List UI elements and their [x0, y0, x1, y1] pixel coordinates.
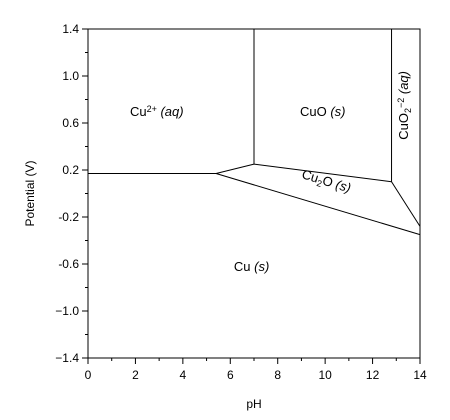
x-axis-ticks: 0 2 4 6 8 10 12 14 — [85, 358, 427, 382]
region-label-cu2plus: Cu2+ (aq) — [130, 104, 184, 119]
x-tick-label: 2 — [132, 368, 139, 382]
region-label-cu2o: Cu2O (s) — [300, 166, 353, 197]
region-label-cu: Cu (s) — [234, 259, 269, 274]
y-axis-title: Potential (V) — [23, 160, 37, 226]
boundary-cu2o-cuo2 — [391, 181, 421, 227]
x-tick-label: 6 — [227, 368, 234, 382]
x-tick-label: 8 — [274, 368, 281, 382]
y-tick-label: 0.2 — [62, 163, 79, 177]
y-axis-ticks: 1.4 1.0 0.6 0.2 -0.2 -0.6 −1.0 −1.4 — [55, 22, 88, 365]
region-labels: Cu2+ (aq) CuO (s) Cu2O (s) CuO2−2 (aq) Cu (s… — [130, 71, 413, 274]
y-tick-label: -0.6 — [58, 257, 79, 271]
region-label-cuo2: CuO2−2 (aq) — [396, 71, 413, 140]
x-tick-label: 14 — [413, 368, 427, 382]
region-label-cuo: CuO (s) — [300, 104, 346, 119]
y-tick-label: 1.0 — [62, 69, 79, 83]
y-tick-label: 0.6 — [62, 116, 79, 130]
x-tick-label: 0 — [85, 368, 92, 382]
x-tick-label: 12 — [366, 368, 380, 382]
y-tick-label: −1.0 — [55, 304, 79, 318]
boundary-cu2o-cu — [215, 173, 421, 236]
boundary-cu2plus-cu2o — [215, 163, 255, 175]
x-tick-label: 10 — [318, 368, 332, 382]
y-tick-label: -0.2 — [58, 210, 79, 224]
y-tick-label: 1.4 — [62, 22, 79, 36]
x-axis-title: pH — [246, 397, 261, 411]
phase-boundaries — [88, 29, 421, 236]
y-tick-label: −1.4 — [55, 351, 79, 365]
boundary-cuo-cu2o — [253, 163, 392, 183]
x-tick-label: 4 — [180, 368, 187, 382]
